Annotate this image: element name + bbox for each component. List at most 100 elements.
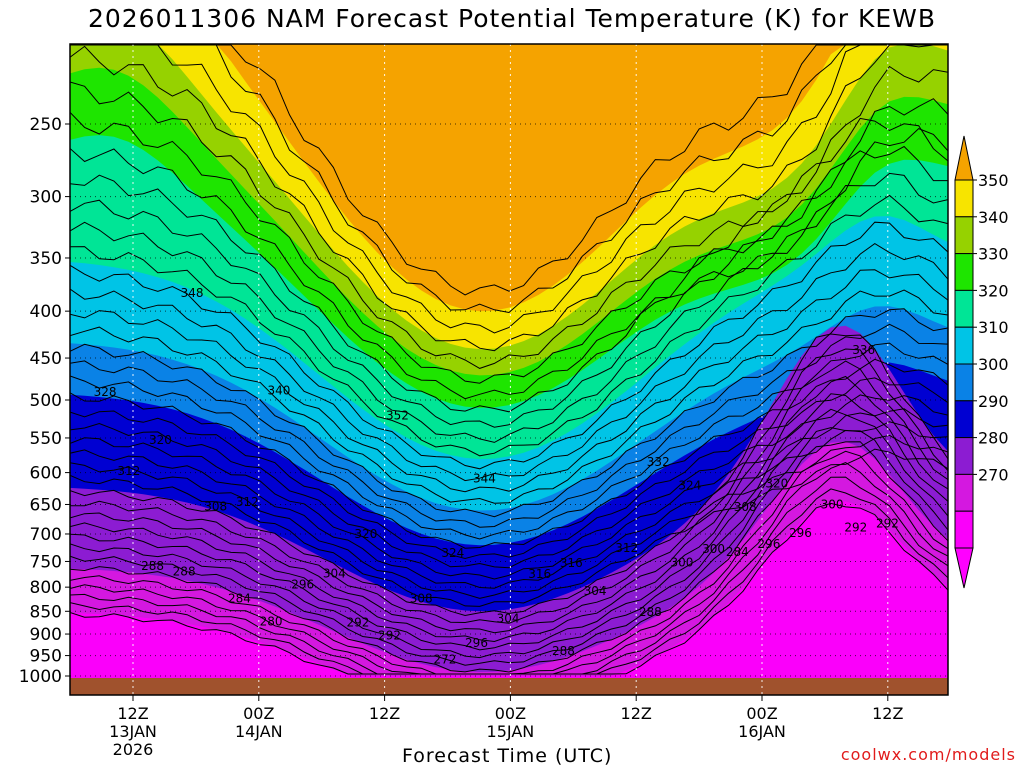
- contour-lines: [70, 44, 948, 675]
- contour-label-text: 312: [236, 495, 259, 509]
- contour-label: 344: [473, 472, 496, 486]
- contour-label-text: 300: [671, 555, 694, 569]
- y-tick-label: 850: [30, 602, 62, 622]
- contour-label-text: 272: [433, 653, 456, 667]
- contour-label-text: 292: [844, 520, 867, 534]
- colorbar-segment: [954, 400, 974, 439]
- contour-label-text: 296: [757, 537, 780, 551]
- contour-label-text: 348: [181, 286, 204, 300]
- y-tick-label: 650: [30, 495, 62, 515]
- contour-label-text: 320: [354, 527, 377, 541]
- x-tick-hour: 12Z: [369, 704, 400, 723]
- y-tick-label: 600: [30, 464, 62, 484]
- contour-line: [70, 128, 948, 400]
- contour-label-text: 288: [173, 564, 196, 578]
- contour-label-text: 296: [291, 578, 314, 592]
- contour-label: 324: [441, 546, 464, 560]
- contour-label: 316: [560, 556, 583, 570]
- contour-line: [70, 269, 948, 493]
- contour-line: [70, 117, 948, 413]
- contour-line: [70, 243, 948, 482]
- contour-line: [70, 333, 948, 617]
- colorbar-segment: [954, 253, 974, 291]
- contour-label-text: 324: [678, 479, 701, 493]
- watermark: coolwx.com/models: [840, 745, 1016, 764]
- contour-line: [70, 98, 948, 384]
- contour-label: 296: [465, 636, 488, 650]
- contour-line: [70, 448, 948, 607]
- contour-line: [70, 375, 948, 643]
- y-tick-label: 700: [30, 525, 62, 545]
- contour-label-text: 324: [441, 546, 464, 560]
- contour-label: 304: [497, 611, 520, 625]
- contour-label: 300: [821, 498, 844, 512]
- colorbar-label: 270: [978, 465, 1009, 484]
- contour-label: 284: [228, 591, 251, 605]
- contour-label-text: 332: [647, 455, 670, 469]
- contour-label: 280: [260, 614, 283, 628]
- contour-line: [70, 441, 948, 673]
- contour-label-text: 288: [552, 644, 575, 658]
- contour-label-text: 320: [765, 477, 788, 491]
- contour-label: 300: [702, 542, 725, 556]
- y-tick-label: 450: [30, 349, 62, 369]
- grid: [70, 44, 948, 695]
- y-tick-label: 950: [30, 647, 62, 667]
- colorbar-segment: [954, 289, 974, 328]
- contour-label-text: 316: [528, 567, 551, 581]
- contour-label: 292: [844, 520, 867, 534]
- contour-label: 288: [639, 605, 662, 619]
- y-tick-label: 800: [30, 578, 62, 598]
- contour-label: 332: [647, 455, 670, 469]
- contour-label-text: 292: [876, 517, 899, 531]
- contour-label: 336: [852, 343, 875, 357]
- x-tick-year: 2026: [113, 740, 154, 759]
- contour-line: [70, 408, 948, 580]
- contour-label: 300: [671, 555, 694, 569]
- x-tick-day: 15JAN: [487, 722, 535, 741]
- contour-label: 308: [410, 591, 433, 605]
- contour-label-text: 344: [473, 472, 496, 486]
- contour-label-text: 304: [584, 584, 607, 598]
- plot-frame: [69, 43, 949, 696]
- colorbar-label: 340: [978, 208, 1009, 227]
- contour-line: [70, 221, 948, 470]
- contour-line: [70, 44, 948, 314]
- contour-label-text: 300: [821, 498, 844, 512]
- contour-label-text: 292: [378, 628, 401, 642]
- colorbar-cap-top: [954, 135, 974, 181]
- contour-label-text: 296: [465, 636, 488, 650]
- colorbar-segment: [954, 363, 974, 402]
- contour-label-text: 288: [141, 559, 164, 573]
- colorbar-segment: [954, 437, 974, 475]
- contour-label: 288: [141, 559, 164, 573]
- contour-label-text: 308: [410, 591, 433, 605]
- contour-line: [70, 44, 948, 334]
- colorbar-label: 350: [978, 171, 1009, 190]
- contour-label: 304: [323, 567, 346, 581]
- y-tick-label: 350: [30, 249, 62, 269]
- y-tick-label: 300: [30, 188, 62, 208]
- contour-label: 312: [236, 495, 259, 509]
- colorbar-segment: [954, 216, 974, 255]
- contour-label-text: 312: [117, 464, 140, 478]
- contour-line: [70, 348, 948, 624]
- contour-label-text: 340: [268, 383, 291, 397]
- contour-line: [70, 393, 948, 651]
- contour-label-text: 284: [228, 591, 251, 605]
- contour-labels: 328 352 324 348 344 320 340 316 336 320 332 320 324 3…: [94, 286, 899, 667]
- contour-line: [70, 194, 948, 457]
- contour-label: 304: [584, 584, 607, 598]
- y-tick-label: 900: [30, 625, 62, 645]
- contour-label: 312: [615, 541, 638, 555]
- contour-line: [70, 421, 948, 589]
- contour-label-text: 304: [497, 611, 520, 625]
- contour-label-text: 300: [702, 542, 725, 556]
- contour-line: [70, 408, 948, 659]
- y-tick-label: 1000: [19, 667, 62, 687]
- contour-label: 320: [765, 477, 788, 491]
- colorbar-label: 320: [978, 281, 1009, 300]
- contour-label: 320: [354, 527, 377, 541]
